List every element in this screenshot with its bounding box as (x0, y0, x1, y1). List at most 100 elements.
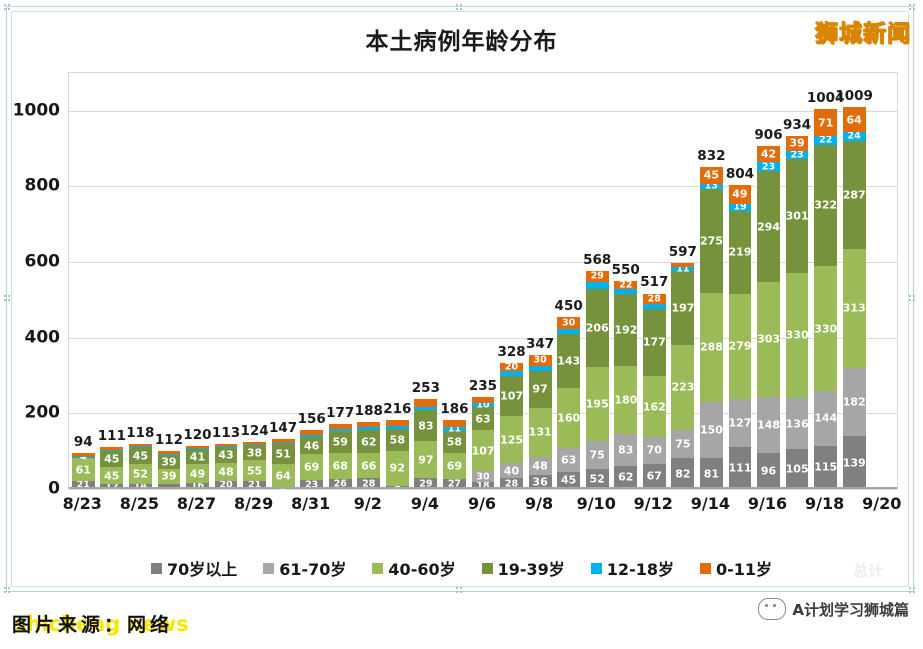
bar-column[interactable]: 124545111 (98, 428, 126, 491)
legend-item[interactable]: 19-39岁 (481, 556, 565, 580)
bar-segment: 23 (757, 162, 780, 171)
bar-segment: 30 (471, 470, 495, 483)
bar-segment: 11 (671, 264, 695, 273)
bar-segment: 97 (528, 371, 552, 408)
bar-column[interactable]: 27 69 58 11 186 (440, 401, 469, 489)
bar-segment (243, 444, 266, 446)
bar-segment: 330 (814, 266, 838, 392)
bar-segment (100, 447, 124, 450)
bar-total-label: 934 (782, 116, 812, 133)
footer-account-name: A计划学习狮城篇 (792, 600, 909, 619)
bar-column[interactable]: 36451147 (269, 420, 297, 493)
bar-column[interactable]: 105 136 330 301 23 39 934 (783, 117, 811, 489)
bar-segment-label: 52 (589, 472, 605, 486)
bar-column[interactable]: 18 30 107 63 10 235 (469, 378, 497, 490)
resize-handle-middle-right[interactable] (908, 294, 917, 303)
bar-column[interactable]: 36 48 131 97 30 347 (526, 336, 554, 489)
bar-segment: 39 (157, 454, 181, 469)
bar-column[interactable]: 28 66 62 188 (355, 403, 383, 489)
bar-column[interactable]: 139 182 313 287 24 64 1009 (835, 88, 873, 489)
bar-segment-label: 115 (814, 460, 838, 474)
bar-segment (443, 419, 466, 427)
resize-handle-middle-left[interactable] (3, 294, 12, 303)
bar-segment-label: 45 (560, 473, 577, 487)
bar-total-label: 1009 (835, 88, 873, 105)
bar-column[interactable]: 45 63 160 143 30 450 (555, 298, 583, 489)
bar-column[interactable]: 115 144 330 322 22 71 1004 (807, 90, 844, 489)
resize-handle-bottom-left[interactable] (3, 586, 12, 595)
legend-item[interactable]: 70岁以上 (150, 556, 237, 580)
bar-segment: 177 (642, 309, 666, 376)
y-axis-tick-label: 1000 (12, 100, 60, 121)
legend-item[interactable]: 0-11岁 (699, 556, 773, 580)
bar-total-label: 597 (668, 244, 697, 261)
bar-column[interactable]: 16 49 41 120 (183, 427, 211, 490)
x-axis-tick-label: 8/25 (119, 494, 159, 513)
resize-handle-bottom-right[interactable] (908, 586, 917, 595)
bar-segment-label: 30 (562, 317, 576, 329)
bar-segment-label: 23 (761, 160, 776, 172)
bar-column[interactable]: 39 39 112 (155, 432, 183, 489)
bar-column[interactable]: 145245118 (126, 425, 154, 490)
bar-segment-label: 28 (647, 293, 661, 305)
legend-item[interactable]: 12-18岁 (590, 556, 674, 580)
bar-total-label: 832 (697, 147, 726, 164)
bar-segment: 22 (614, 280, 638, 289)
bar-segment-label: 288 (699, 340, 723, 354)
bar-segment (157, 451, 181, 454)
x-axis-tick-label: 9/8 (525, 494, 554, 513)
bar-column[interactable]: 28 40 125 107 20 328 (497, 344, 526, 489)
resize-handle-top-right[interactable] (908, 3, 917, 12)
bar-total-label: 906 (754, 127, 783, 144)
bar-segment-label: 58 (389, 433, 405, 447)
bar-segment: 45 (100, 450, 124, 468)
legend-item[interactable]: 61-70岁 (263, 556, 346, 580)
bar-segment-label: 303 (757, 332, 781, 346)
bar-column[interactable]: 62 83 180 192 22 550 (612, 262, 640, 489)
resize-handle-top-left[interactable] (3, 3, 12, 12)
bar-total-label: 118 (126, 425, 155, 442)
bar-segment: 49 (186, 464, 209, 483)
bar-column[interactable]: 81 150 288 275 13 45 832 (697, 148, 725, 489)
bar-segment: 10 (471, 400, 495, 409)
bar-segment-label: 63 (475, 412, 491, 425)
bar-segment: 61 (71, 458, 95, 482)
bar-column[interactable]: 111 127 279 219 19 49 804 (726, 166, 754, 489)
bar-segment-label: 97 (532, 382, 548, 396)
bar-segment-label: 107 (471, 444, 495, 458)
bar-column[interactable]: 67 70 162 177 28 517 (640, 274, 668, 489)
bar-segment: 67 (642, 463, 666, 489)
bar-segment: 192 (614, 293, 637, 367)
bar-segment-label: 52 (132, 467, 149, 481)
bar-segment: 287 (842, 140, 866, 250)
resize-handle-top-middle[interactable] (455, 3, 464, 12)
bar-segment: 97 (414, 441, 438, 479)
bar-column[interactable]: 23 69 46 156 (298, 411, 326, 489)
bar-column[interactable]: 99258216 (383, 401, 411, 491)
bar-segment: 125 (500, 416, 523, 464)
bar-segment: 301 (785, 159, 809, 274)
legend-item[interactable]: 40-60岁 (372, 556, 456, 580)
bar-segment-label: 71 (817, 116, 834, 130)
bar-column[interactable]: 96 148 303 294 23 42 906 (754, 127, 783, 489)
legend-label: 0-11岁 (715, 560, 773, 579)
footer: 图片来源：网络 shicheng news A计划学习狮城篇 (0, 596, 923, 649)
bar-column[interactable]: 20 48 43 113 (212, 425, 240, 489)
legend-label: 61-70岁 (279, 560, 347, 579)
bar-column[interactable]: 26 68 59 177 (326, 405, 354, 489)
x-axis-tick-label: 8/27 (176, 494, 217, 513)
bar-segment (100, 449, 124, 451)
bar-column[interactable]: 52 75 195 206 29 568 (583, 252, 611, 489)
bar-segment-label: 322 (814, 198, 838, 212)
resize-handle-bottom-middle[interactable] (455, 586, 464, 595)
x-axis-tick-label: 8/23 (62, 494, 102, 513)
bar-column[interactable]: 21 61 4 94 (71, 434, 95, 489)
bar-segment: 294 (757, 170, 780, 283)
x-axis-tick-label: 8/29 (233, 494, 274, 513)
bar-segment-label: 330 (814, 322, 838, 336)
x-axis-tick-label: 9/20 (862, 494, 902, 513)
bar-column[interactable]: 29 97 83 253 (412, 380, 440, 489)
bar-column[interactable]: 21 55 38 124 (240, 423, 268, 489)
bar-column[interactable]: 82 75 223 197 11 597 (669, 244, 697, 489)
bar-segment-label: 61 (75, 463, 91, 477)
